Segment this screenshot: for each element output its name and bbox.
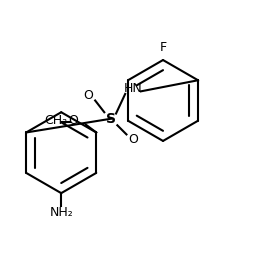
Text: NH₂: NH₂ [49,206,73,219]
Text: O: O [68,114,78,127]
Text: HN: HN [124,82,142,95]
Text: O: O [128,133,138,146]
Text: S: S [106,112,116,126]
Text: CH₃: CH₃ [44,114,67,127]
Text: O: O [84,89,94,102]
Text: F: F [159,40,167,54]
